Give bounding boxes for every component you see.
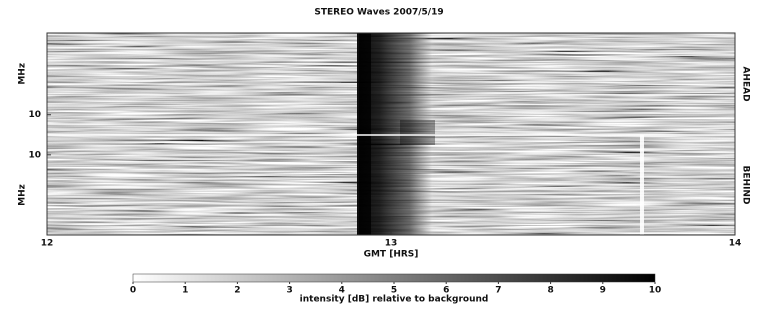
y-tick-label: 10 bbox=[28, 110, 41, 120]
y-tick-label: 10 bbox=[28, 150, 41, 160]
colorbar-tick-label: 9 bbox=[600, 286, 606, 296]
x-tick-label: 12 bbox=[41, 239, 54, 249]
colorbar-tick-label: 3 bbox=[286, 286, 292, 296]
colorbar-tick-label: 8 bbox=[547, 286, 553, 296]
colorbar-tick-label: 1 bbox=[182, 286, 188, 296]
colorbar bbox=[133, 274, 655, 282]
y-axis-label: MHz bbox=[18, 184, 28, 206]
x-tick-label: 14 bbox=[729, 239, 742, 249]
colorbar-tick-label: 7 bbox=[495, 286, 501, 296]
colorbar-tick-label: 2 bbox=[234, 286, 240, 296]
white-stripe bbox=[640, 135, 644, 235]
chart-title: STEREO Waves 2007/5/19 bbox=[314, 8, 443, 18]
x-tick-label: 13 bbox=[385, 239, 398, 249]
colorbar-tick-label: 5 bbox=[391, 286, 397, 296]
colorbar-tick-label: 6 bbox=[443, 286, 449, 296]
y-axis-label: MHz bbox=[18, 63, 28, 85]
burst-patch bbox=[400, 120, 435, 145]
chart: STEREO Waves 2007/5/19 GMT [HRS] intensi… bbox=[0, 0, 759, 310]
plot-area bbox=[47, 33, 735, 235]
panel-name: BEHIND bbox=[741, 166, 751, 205]
colorbar-label: intensity [dB] relative to background bbox=[300, 295, 489, 305]
panel-name: AHEAD bbox=[741, 66, 751, 101]
burst-core bbox=[359, 33, 371, 235]
colorbar-tick-label: 10 bbox=[649, 286, 662, 296]
colorbar-tick-label: 4 bbox=[339, 286, 345, 296]
colorbar-tick-label: 0 bbox=[130, 286, 136, 296]
x-axis-label: GMT [HRS] bbox=[364, 250, 419, 260]
